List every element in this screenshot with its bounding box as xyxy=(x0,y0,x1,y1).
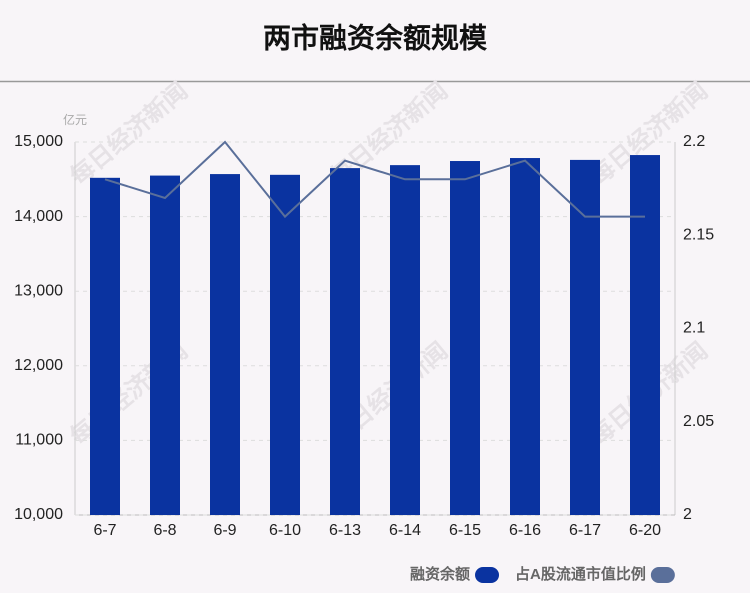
x-tick-label: 6-7 xyxy=(93,522,116,539)
bar xyxy=(90,177,120,516)
x-tick-label: 6-8 xyxy=(153,522,176,539)
x-tick-label: 6-15 xyxy=(449,522,481,539)
y2-tick-label: 2.2 xyxy=(683,133,705,150)
bar xyxy=(150,175,180,515)
x-tick-label: 6-13 xyxy=(329,522,361,539)
bar xyxy=(210,174,240,515)
y2-tick-label: 2.1 xyxy=(683,320,705,337)
bar xyxy=(510,158,540,515)
bar xyxy=(570,159,600,516)
y-tick-label: 12,000 xyxy=(14,357,63,374)
x-tick-label: 6-16 xyxy=(509,522,541,539)
bar xyxy=(330,168,360,516)
legend-swatch xyxy=(650,567,675,583)
chart-title: 两市融资余额规模 xyxy=(263,21,488,53)
y-tick-label: 14,000 xyxy=(14,208,63,225)
legend-label: 占A股流通市值比例 xyxy=(515,565,646,583)
x-tick-label: 6-10 xyxy=(269,522,301,539)
bar xyxy=(450,161,480,515)
y2-tick-label: 2.05 xyxy=(683,413,714,430)
legend-swatch xyxy=(475,567,500,583)
bar xyxy=(270,174,300,515)
bar xyxy=(390,165,420,515)
y-unit: 亿元 xyxy=(63,112,87,127)
line xyxy=(104,140,645,219)
x-tick-label: 6-14 xyxy=(389,522,421,539)
y-tick-label: 13,000 xyxy=(14,282,63,299)
y-tick-label: 11,000 xyxy=(15,432,63,449)
y2-tick-label: 2.15 xyxy=(683,226,714,243)
y-tick-label: 10,000 xyxy=(14,506,63,523)
bar xyxy=(630,155,660,515)
x-tick-label: 6-9 xyxy=(213,522,236,539)
y2-tick-label: 2 xyxy=(683,506,692,523)
x-tick-label: 6-20 xyxy=(629,522,661,539)
legend-label: 融资余额 xyxy=(410,565,470,583)
y-tick-label: 15,000 xyxy=(14,133,63,150)
x-tick-label: 6-17 xyxy=(569,522,601,539)
